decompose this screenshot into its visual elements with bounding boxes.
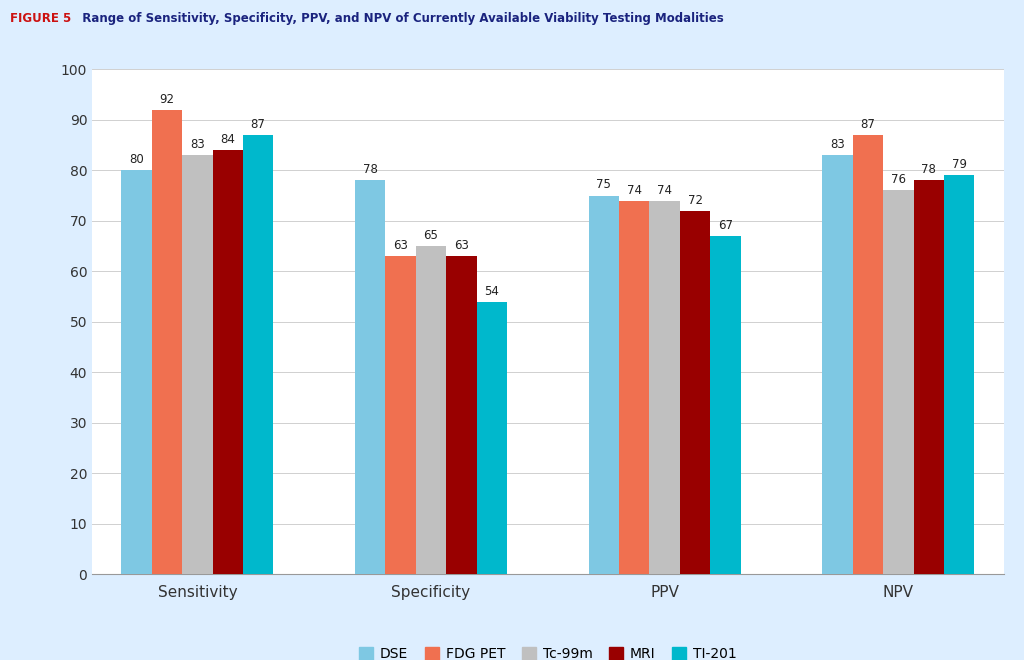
Bar: [385, 256, 416, 574]
Bar: [355, 180, 385, 574]
Bar: [680, 211, 711, 574]
Text: 92: 92: [160, 92, 174, 106]
Bar: [182, 155, 213, 574]
Text: 63: 63: [393, 239, 408, 252]
Text: 75: 75: [597, 178, 611, 191]
Bar: [152, 110, 182, 574]
Legend: DSE, FDG PET, Tc-99m, MRI, TI-201: DSE, FDG PET, Tc-99m, MRI, TI-201: [353, 642, 742, 660]
Text: 63: 63: [454, 239, 469, 252]
Text: 79: 79: [951, 158, 967, 172]
Text: 54: 54: [484, 284, 499, 298]
Text: 72: 72: [687, 193, 702, 207]
Bar: [446, 256, 476, 574]
Bar: [213, 150, 243, 574]
Text: 78: 78: [922, 163, 936, 176]
Bar: [649, 201, 680, 574]
Text: 87: 87: [860, 118, 876, 131]
Bar: [416, 246, 446, 574]
Bar: [620, 201, 649, 574]
Bar: [853, 135, 883, 574]
Bar: [711, 236, 740, 574]
Text: 83: 83: [189, 138, 205, 151]
Text: 80: 80: [129, 153, 144, 166]
Bar: [822, 155, 853, 574]
Bar: [883, 191, 913, 574]
Bar: [243, 135, 273, 574]
Bar: [589, 195, 620, 574]
Text: 74: 74: [657, 183, 672, 197]
Text: 65: 65: [424, 229, 438, 242]
Text: 76: 76: [891, 174, 906, 186]
Text: 67: 67: [718, 219, 733, 232]
Text: Range of Sensitivity, Specificity, PPV, and NPV of Currently Available Viability: Range of Sensitivity, Specificity, PPV, …: [74, 12, 724, 24]
Bar: [913, 180, 944, 574]
Text: 84: 84: [220, 133, 236, 146]
Bar: [944, 176, 974, 574]
Text: 83: 83: [830, 138, 845, 151]
Text: FIGURE 5: FIGURE 5: [10, 12, 72, 24]
Bar: [476, 302, 507, 574]
Text: 87: 87: [251, 118, 265, 131]
Bar: [122, 170, 152, 574]
Text: 78: 78: [362, 163, 378, 176]
Text: 74: 74: [627, 183, 642, 197]
